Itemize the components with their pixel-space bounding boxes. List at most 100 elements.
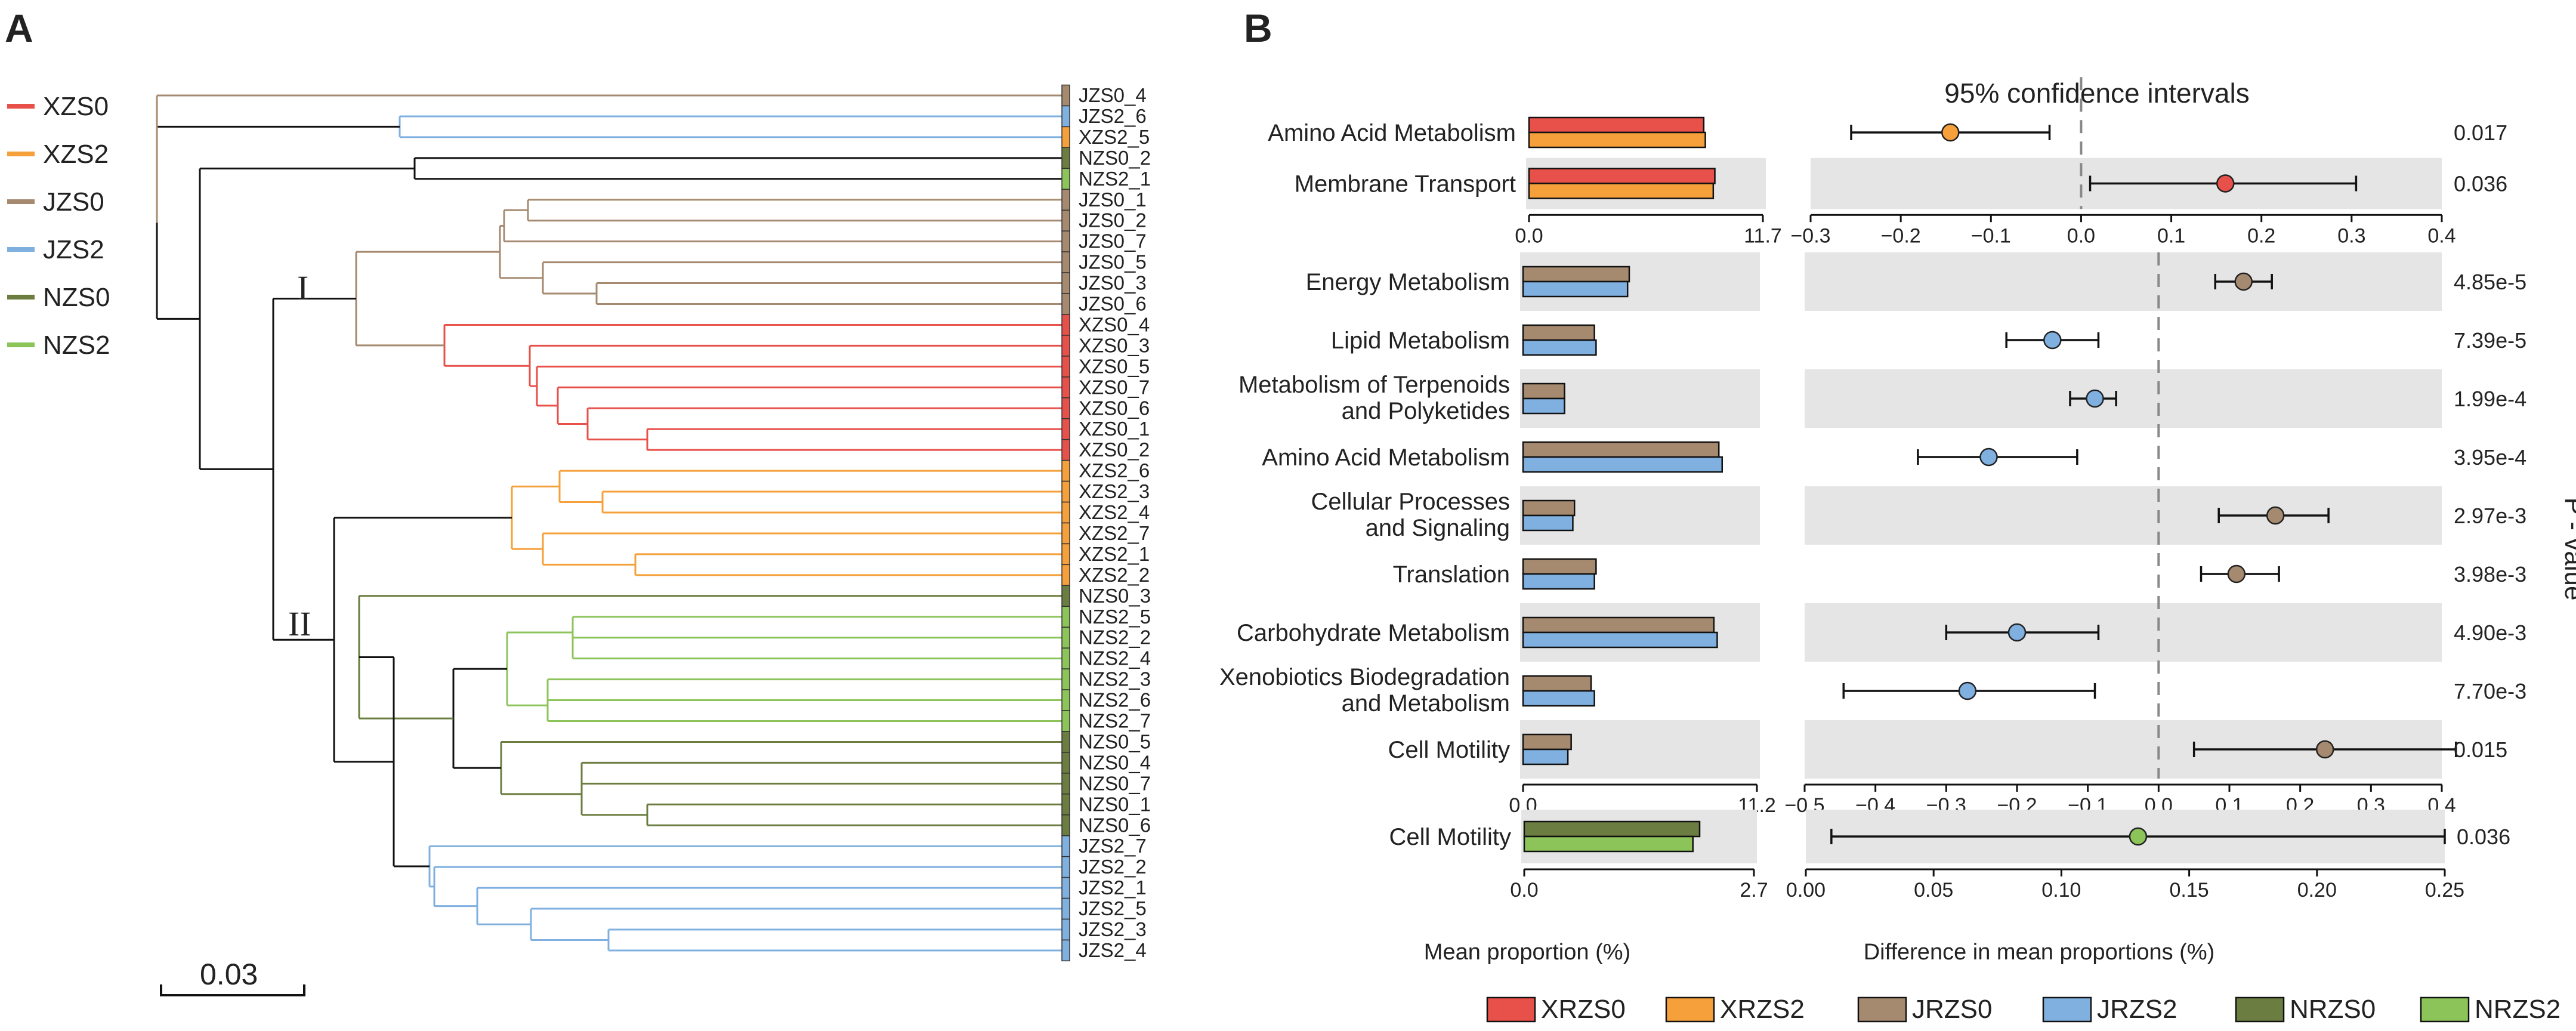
- leaf-color-xzs0_3: [1061, 335, 1070, 357]
- comparison-j: Energy Metabolism 4.85e-5 Lipid Metabolism…: [1219, 252, 2526, 817]
- leaf-color-jzs2_2: [1061, 856, 1070, 878]
- category-label: Cellular Processes: [1311, 489, 1510, 515]
- leaf-color-jzs2_3: [1061, 918, 1070, 941]
- diff-axis-tick-label: 0.25: [2425, 879, 2464, 902]
- leaf-label-xzs2_7: XZS2_7: [1079, 522, 1150, 544]
- ci-mean-point: [2216, 174, 2235, 193]
- legend-label-jrzs0: JRZS0: [1912, 995, 1992, 1024]
- diff-axis-tick-label: 0.1: [2157, 224, 2185, 247]
- category-label: Energy Metabolism: [1306, 269, 1510, 295]
- bar-jrzs2: [1522, 514, 1574, 532]
- bar-jrzs2: [1522, 690, 1595, 707]
- leaf-label-jzs2_7: JZS2_7: [1079, 835, 1147, 857]
- legend-swatch-jrzs2: [2042, 996, 2092, 1023]
- category-label: Translation: [1393, 561, 1510, 588]
- leaf-label-xzs0_5: XZS0_5: [1079, 355, 1150, 377]
- leaf-color-xzs0_5: [1061, 356, 1070, 378]
- leaf-color-jzs0_6: [1061, 293, 1070, 315]
- leaf-label-jzs2_5: JZS2_5: [1079, 897, 1147, 919]
- category-label: Amino Acid Metabolism: [1268, 120, 1516, 146]
- leaf-color-jzs0_7: [1061, 230, 1070, 252]
- bar-nrzs2: [1523, 835, 1694, 853]
- leaf-color-nzs0_6: [1061, 814, 1070, 836]
- p-value: 0.036: [2457, 825, 2510, 849]
- leaf-color-nzs2_2: [1061, 626, 1070, 649]
- legend-label-jzs2: JZS2: [43, 235, 104, 264]
- category-label: Cell Motility: [1388, 737, 1510, 763]
- leaf-color-jzs2_4: [1061, 939, 1070, 962]
- bar-jrzs2: [1522, 397, 1565, 415]
- leaf-label-jzs0_2: JZS0_2: [1079, 209, 1147, 231]
- leaf-label-jzs2_4: JZS2_4: [1079, 939, 1147, 961]
- leaf-label-xzs2_2: XZS2_2: [1079, 564, 1150, 586]
- leaf-label-nzs0_3: NZS0_3: [1079, 585, 1151, 607]
- diff-axis-tick-label: 0.2: [2247, 224, 2275, 247]
- p-value: 2.97e-3: [2454, 504, 2526, 528]
- bar-jrzs0: [1522, 733, 1572, 751]
- legend-label-nzs2: NZS2: [43, 331, 110, 360]
- comparison-x: Amino Acid Metabolism 0.017 Membrane Trans…: [1268, 77, 2507, 247]
- bar-xrzs2: [1528, 183, 1715, 199]
- p-value: 3.98e-3: [2454, 562, 2526, 587]
- leaf-color-jzs0_1: [1061, 189, 1070, 211]
- leaf-color-xzs2_7: [1061, 522, 1070, 545]
- leaf-color-jzs2_6: [1061, 105, 1070, 128]
- ci-title: 95% confidence intervals: [1944, 78, 2249, 109]
- ci-mean-point: [2315, 740, 2334, 759]
- diff-axis-tick-label: −0.3: [1790, 224, 1830, 247]
- bar-jrzs0: [1522, 324, 1595, 341]
- bar-jrzs2: [1522, 280, 1629, 298]
- leaf-color-nzs2_4: [1061, 647, 1070, 669]
- leaf-label-nzs0_2: NZS0_2: [1079, 147, 1151, 169]
- bar-jrzs0: [1522, 558, 1597, 575]
- leaf-label-xzs2_3: XZS2_3: [1079, 480, 1150, 502]
- panel-b-legend: XRZS0 XRZS2 JRZS0 JRZS2 NRZS0 NRZS2: [1486, 995, 2560, 1024]
- category-label: Amino Acid Metabolism: [1262, 444, 1510, 471]
- leaf-color-nzs2_3: [1061, 668, 1070, 690]
- leaf-color-jzs2_1: [1061, 876, 1070, 899]
- leaf-color-nzs2_1: [1061, 168, 1070, 190]
- legend-label-xrzs0: XRZS0: [1541, 995, 1626, 1024]
- leaf-color-xzs2_2: [1061, 564, 1070, 587]
- category-label: and Signaling: [1366, 515, 1510, 541]
- leaf-label-xzs0_6: XZS0_6: [1079, 397, 1150, 419]
- leaf-color-nzs2_5: [1061, 606, 1070, 628]
- leaf-color-xzs2_6: [1061, 459, 1070, 482]
- bar-axis-tick-label: 11.7: [1744, 224, 1782, 247]
- ci-mean-point: [2086, 389, 2104, 408]
- clade-label-ii: II: [288, 604, 311, 643]
- leaf-label-xzs2_5: XZS2_5: [1079, 126, 1150, 148]
- leaf-color-xzs2_3: [1061, 480, 1070, 503]
- leaf-label-xzs2_6: XZS2_6: [1079, 459, 1150, 481]
- ci-mean-point: [2129, 827, 2148, 846]
- leaf-label-jzs0_1: JZS0_1: [1079, 189, 1147, 211]
- ci-mean-point: [2266, 506, 2285, 525]
- bar-jrzs0: [1522, 499, 1576, 517]
- row-shade-ci: [1805, 252, 2442, 311]
- legend-label-jzs0: JZS0: [43, 187, 104, 217]
- bar-jrzs2: [1522, 748, 1569, 765]
- diff-axis-tick-label: 0.15: [2170, 879, 2209, 902]
- diff-axis-tick-label: 0.0: [2067, 224, 2095, 247]
- diff-axis-tick-label: 0.10: [2041, 879, 2081, 902]
- panel-b-letter: B: [1244, 6, 1272, 50]
- leaf-color-nzs0_2: [1061, 147, 1070, 169]
- x-axis-title-mean-proportion: Mean proportion (%): [1424, 940, 1630, 965]
- ci-mean-point: [2227, 564, 2246, 584]
- bar-xrzs0: [1528, 168, 1716, 184]
- leaf-label-nzs2_2: NZS2_2: [1079, 626, 1151, 649]
- p-value: 7.70e-3: [2454, 679, 2526, 703]
- legend-swatch-nrzs0: [2235, 996, 2285, 1023]
- leaf-label-nzs0_6: NZS0_6: [1079, 814, 1151, 836]
- legend-swatch-xrzs2: [1665, 996, 1715, 1023]
- row-shade-ci: [1805, 369, 2442, 428]
- leaf-color-xzs2_4: [1061, 501, 1070, 524]
- legend-label-jrzs2: JRZS2: [2097, 995, 2177, 1024]
- leaf-label-nzs2_7: NZS2_7: [1079, 710, 1151, 732]
- diff-axis-tick-label: −0.2: [1881, 224, 1921, 247]
- row-shade-ci: [1805, 603, 2442, 662]
- p-value: 7.39e-5: [2454, 328, 2526, 353]
- leaf-color-strip: [1061, 84, 1070, 962]
- legend-label-nzs0: NZS0: [43, 283, 110, 312]
- bar-jrzs2: [1522, 456, 1723, 473]
